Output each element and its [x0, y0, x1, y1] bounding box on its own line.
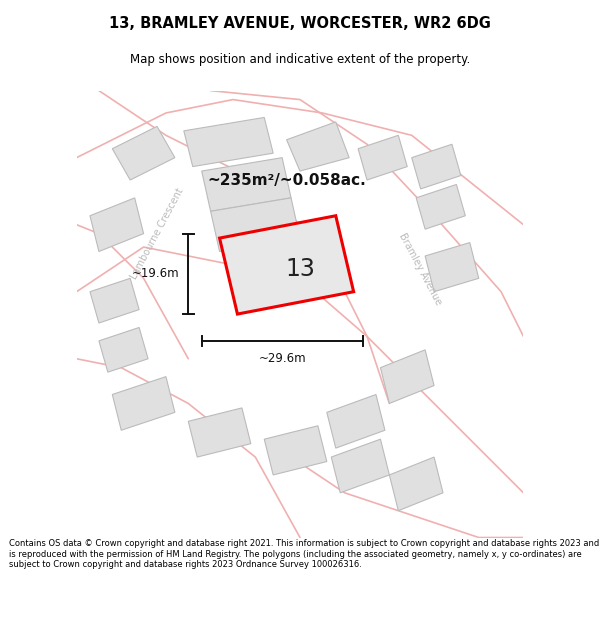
Text: Bramley Avenue: Bramley Avenue — [397, 232, 444, 307]
Polygon shape — [184, 118, 273, 167]
Text: Map shows position and indicative extent of the property.: Map shows position and indicative extent… — [130, 52, 470, 66]
Polygon shape — [90, 278, 139, 323]
Text: 13: 13 — [285, 258, 315, 281]
Text: 13, BRAMLEY AVENUE, WORCESTER, WR2 6DG: 13, BRAMLEY AVENUE, WORCESTER, WR2 6DG — [109, 16, 491, 31]
Polygon shape — [99, 328, 148, 372]
Polygon shape — [358, 135, 407, 180]
Text: ~29.6m: ~29.6m — [259, 352, 306, 365]
Polygon shape — [331, 439, 389, 493]
Polygon shape — [416, 184, 466, 229]
Polygon shape — [220, 216, 353, 314]
Polygon shape — [202, 158, 291, 211]
Polygon shape — [188, 408, 251, 457]
Polygon shape — [412, 144, 461, 189]
Polygon shape — [112, 126, 175, 180]
Text: Contains OS data © Crown copyright and database right 2021. This information is : Contains OS data © Crown copyright and d… — [9, 539, 599, 569]
Polygon shape — [425, 242, 479, 292]
Polygon shape — [327, 394, 385, 448]
Text: Lambourne Crescent: Lambourne Crescent — [129, 186, 185, 281]
Polygon shape — [264, 426, 327, 475]
Text: ~235m²/~0.058ac.: ~235m²/~0.058ac. — [207, 173, 366, 188]
Polygon shape — [287, 122, 349, 171]
Polygon shape — [211, 198, 300, 251]
Text: ~19.6m: ~19.6m — [132, 268, 179, 281]
Polygon shape — [389, 457, 443, 511]
Polygon shape — [90, 198, 143, 251]
Polygon shape — [112, 377, 175, 430]
Polygon shape — [380, 350, 434, 404]
